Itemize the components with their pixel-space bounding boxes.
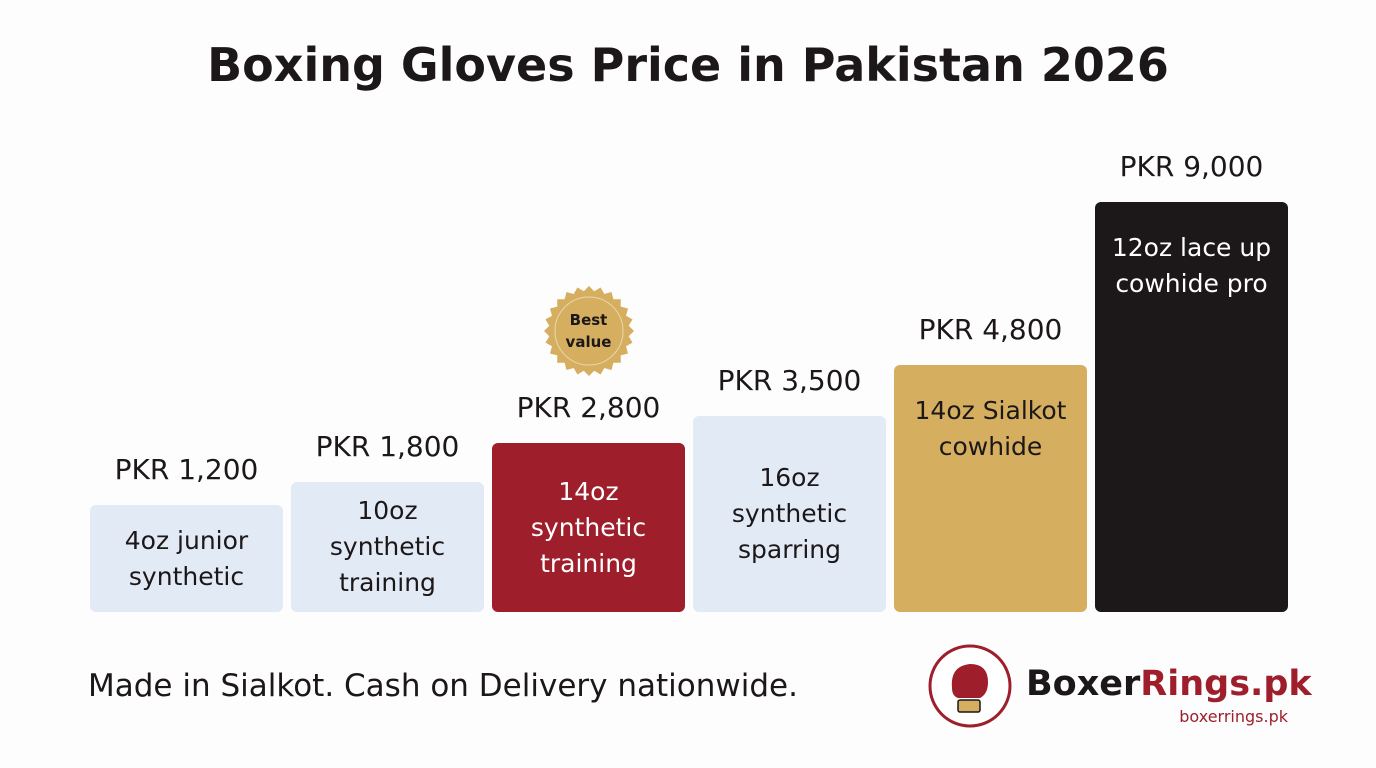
bar: 14oz Sialkot cowhide [894,365,1087,612]
bar: 12oz lace up cowhide pro [1095,202,1288,612]
bar: 10oz synthetic training [291,482,484,612]
category-label: 16oz synthetic sparring [731,462,848,564]
value-label: PKR 4,800 [918,313,1063,347]
bar: 14oz synthetic training [492,443,685,612]
brand-second: Rings.pk [1140,664,1312,704]
badge-shape [543,286,634,377]
badge-text: Best value [565,311,612,352]
bar: 4oz junior synthetic [90,505,283,612]
footer-note: Made in Sialkot. Cash on Delivery nation… [88,668,798,704]
brand-name: BoxerRings.pk [1026,664,1312,704]
category-label: 10oz synthetic training [329,496,446,597]
category-label: 12oz lace up cowhide pro [1111,233,1272,298]
value-label: PKR 1,200 [114,453,259,487]
value-label: PKR 1,800 [315,430,460,463]
brand-first: Boxer [1026,664,1141,704]
value-label: PKR 3,500 [717,363,862,397]
brand-url: boxerrings.pk [1179,707,1288,726]
chart-title: Boxing Gloves Price in Pakistan 2026 [207,38,1169,92]
logo [928,644,1012,728]
bar: 16oz synthetic sparring [693,415,886,612]
badge-ring [554,296,623,366]
badge [543,286,634,377]
category-label: 14oz Sialkot cowhide [914,396,1067,462]
category-label: 14oz synthetic training [530,476,647,578]
value-label: PKR 9,000 [1119,150,1264,183]
category-label: 4oz junior synthetic [124,525,249,591]
value-label: PKR 2,800 [516,391,661,425]
